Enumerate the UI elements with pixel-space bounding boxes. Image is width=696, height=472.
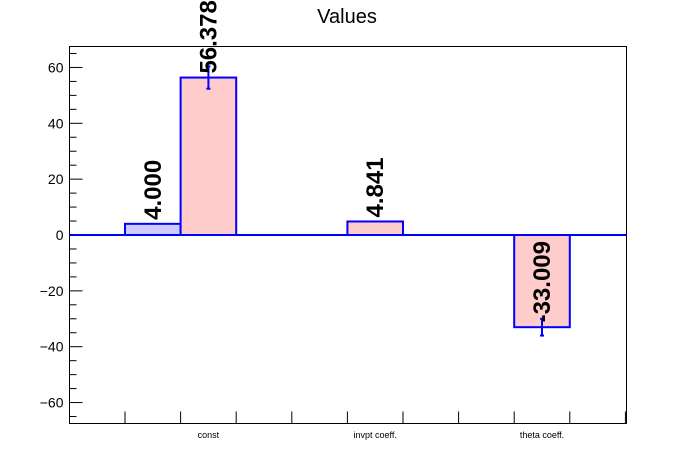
data-label: -33.009 <box>529 241 556 322</box>
x-category-label: const <box>198 430 220 440</box>
y-axis: −60 −40 −20 0 20 40 60 <box>40 52 83 418</box>
bars <box>124 65 571 337</box>
y-tick-label: 40 <box>48 115 64 131</box>
data-label: 4.000 <box>140 160 167 220</box>
bar <box>513 234 571 329</box>
x-axis: const invpt coeff. theta coeff. <box>124 411 626 440</box>
bar <box>346 220 404 237</box>
chart-title: Values <box>317 6 377 28</box>
data-label: 56.378 <box>195 0 222 73</box>
x-category-label: invpt coeff. <box>354 430 397 440</box>
y-tick-label: −40 <box>40 339 64 355</box>
y-tick-label: −20 <box>40 283 64 299</box>
data-label: 4.841 <box>362 157 389 217</box>
y-tick-label: 60 <box>48 59 64 75</box>
y-tick-label: −60 <box>40 395 64 411</box>
x-category-label: theta coeff. <box>520 430 564 440</box>
y-tick-label: 20 <box>48 171 64 187</box>
y-tick-label: 0 <box>56 227 64 243</box>
data-labels: 4.000 56.378 4.841 -33.009 <box>140 0 556 322</box>
bar <box>179 76 238 236</box>
bar <box>124 222 182 237</box>
